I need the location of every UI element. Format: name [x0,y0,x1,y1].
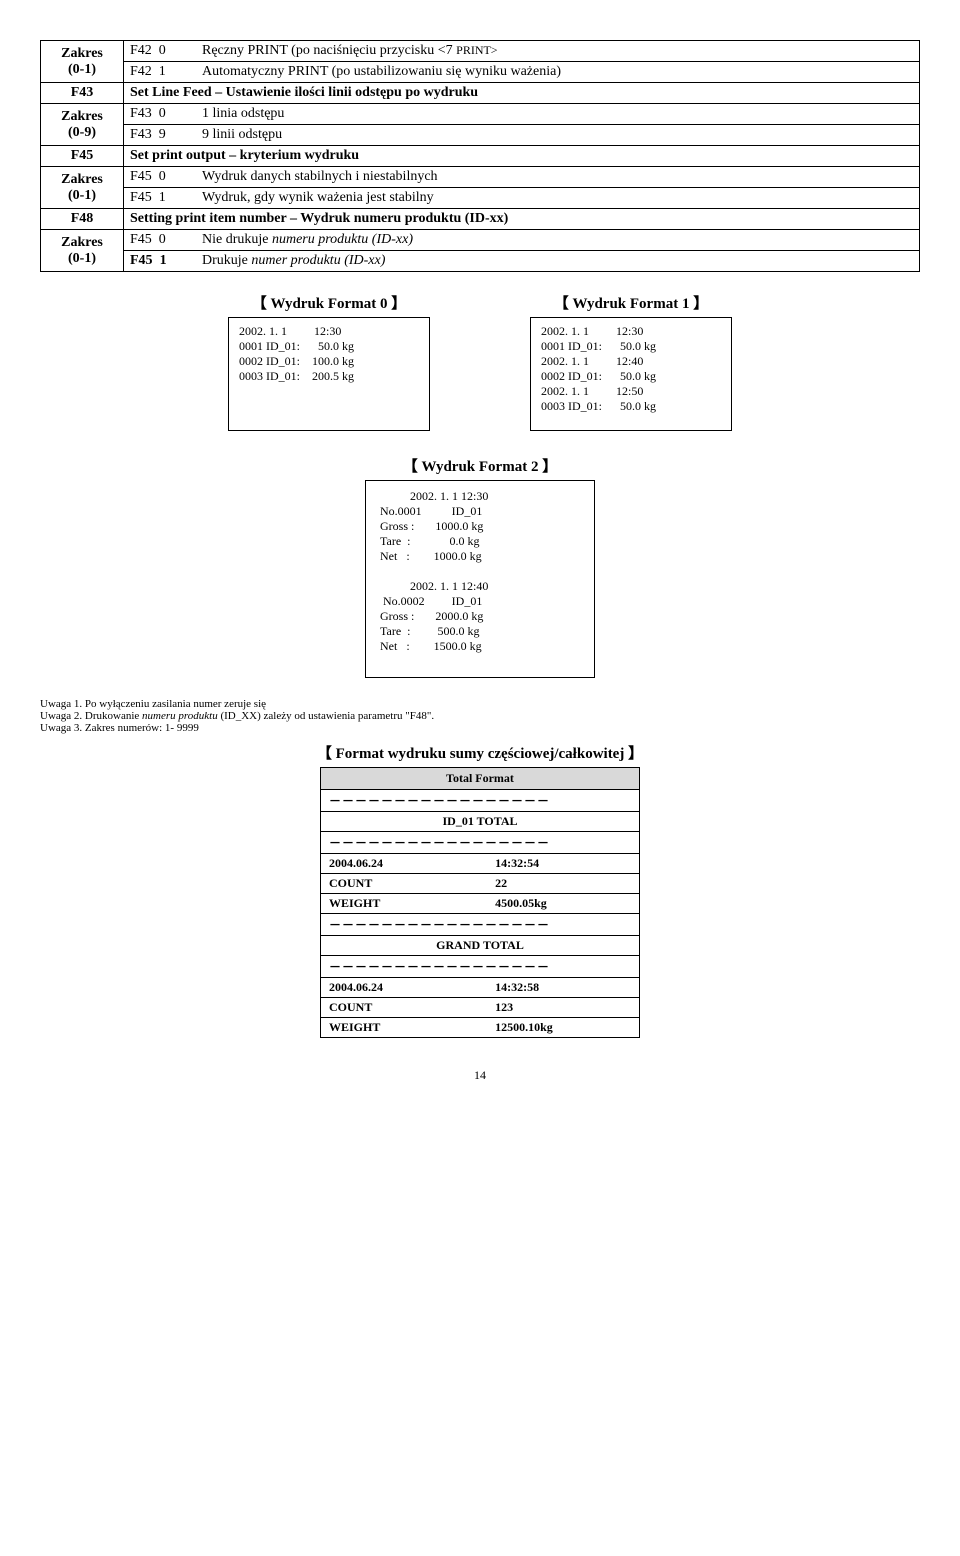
format2-body: 2002. 1. 1 12:30 No.0001 ID_01 Gross : 1… [380,489,580,669]
format2-title: 【 Wydruk Format 2 】 [40,455,920,476]
note1: Uwaga 1. Po wyłączeniu zasilania numer z… [40,698,920,710]
total-format-table: Total Format －－－－－－－－－－－－－－－－－ ID_01 TOT… [320,767,640,1038]
total-header: Total Format [321,768,640,790]
format1-body: 2002. 1. 1 12:30 0001 ID_01: 50.0 kg 200… [541,324,721,414]
parameter-table: Zakres(0-1) F42 0 Ręczny PRINT (po naciś… [40,40,920,272]
formats-row: 【 Wydruk Format 0 】 2002. 1. 1 12:30 000… [40,292,920,431]
grand-title: 【 Format wydruku sumy częściowej/całkowi… [40,742,920,763]
format1-block: 【 Wydruk Format 1 】 2002. 1. 1 12:30 000… [530,292,732,431]
format0-title: 【 Wydruk Format 0 】 [228,292,430,313]
format2-row: 【 Wydruk Format 2 】 2002. 1. 1 12:30 No.… [40,455,920,678]
format1-title: 【 Wydruk Format 1 】 [530,292,732,313]
notes: Uwaga 1. Po wyłączeniu zasilania numer z… [40,698,920,734]
note3: Uwaga 3. Zakres numerów: 1- 9999 [40,722,920,734]
format0-body: 2002. 1. 1 12:30 0001 ID_01: 50.0 kg 000… [239,324,419,399]
page-number: 14 [40,1068,920,1083]
note2: Uwaga 2. Drukowanie numeru produktu (ID_… [40,710,920,722]
range-cell: Zakres(0-1) [41,41,124,83]
format0-block: 【 Wydruk Format 0 】 2002. 1. 1 12:30 000… [228,292,430,431]
